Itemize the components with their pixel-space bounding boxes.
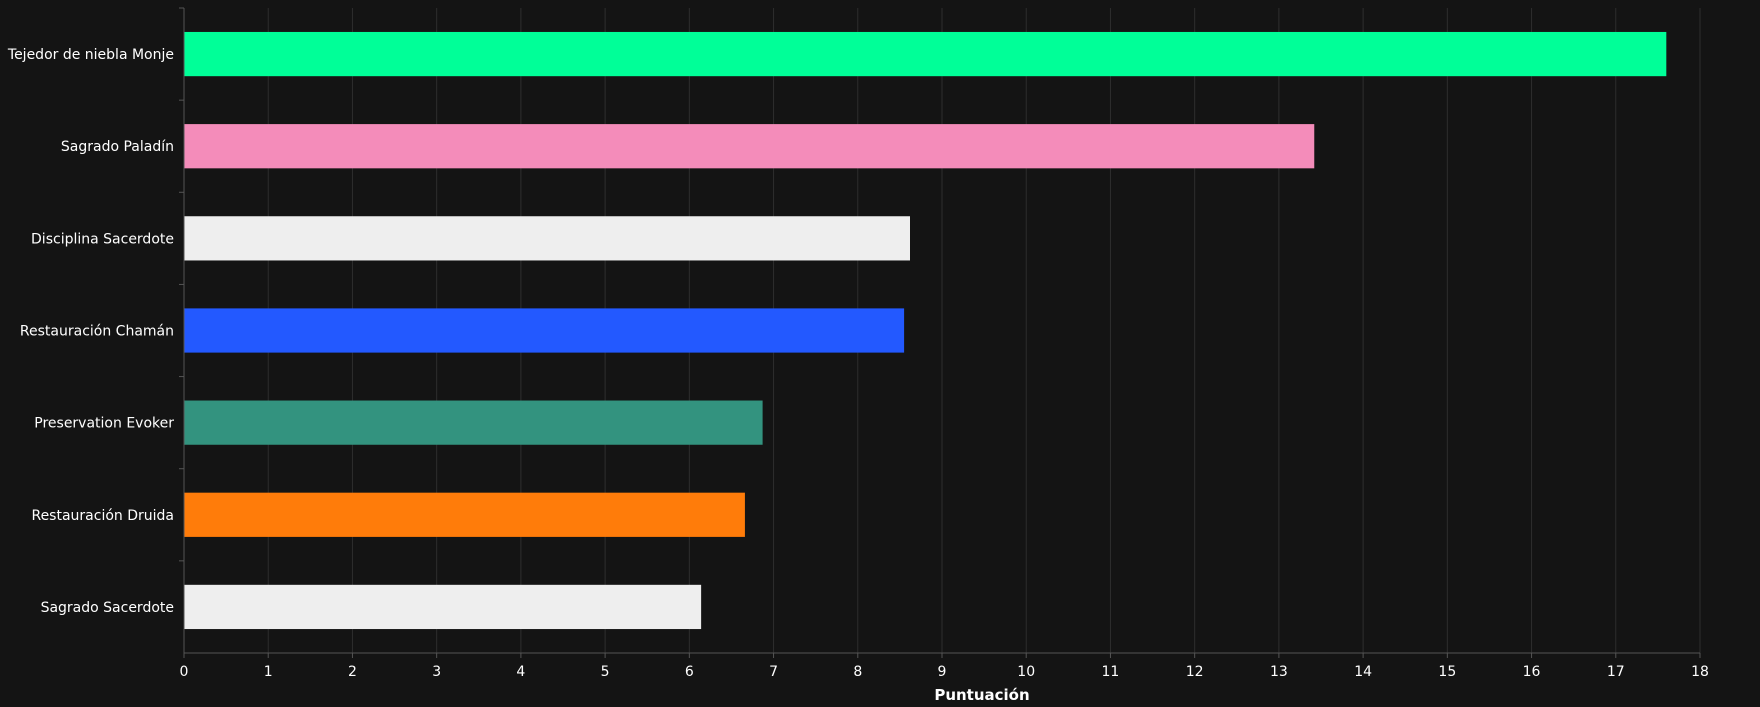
bar (184, 216, 910, 261)
x-tick-label: 6 (685, 664, 694, 680)
x-tick-label: 15 (1438, 664, 1456, 680)
bars (184, 31, 1667, 630)
bar (184, 124, 1315, 169)
axes (179, 7, 1701, 658)
x-tick-label: 16 (1523, 664, 1541, 680)
grid-lines (267, 8, 1701, 653)
category-label: Sagrado Paladín (61, 139, 174, 155)
x-tick-label: 1 (264, 664, 273, 680)
x-tick-label: 13 (1270, 664, 1288, 680)
bar (184, 31, 1667, 77)
x-axis-title: Puntuación (934, 686, 1029, 704)
category-label: Restauración Druida (31, 508, 174, 524)
x-tick-label: 8 (853, 664, 862, 680)
x-tick-label: 11 (1102, 664, 1120, 680)
category-label: Tejedor de niebla Monje (7, 47, 174, 63)
bar (184, 584, 702, 630)
x-tick-label: 7 (769, 664, 778, 680)
x-tick-label: 4 (516, 664, 525, 680)
x-tick-labels: 0 1 2 3 4 5 6 7 8 9 10 11 12 13 14 15 16 17 18 (180, 664, 1709, 680)
category-label: Disciplina Sacerdote (31, 231, 174, 247)
category-label: Restauración Chamán (20, 324, 174, 340)
x-tick-label: 9 (938, 664, 947, 680)
x-tick-label: 3 (432, 664, 441, 680)
x-tick-label: 2 (348, 664, 357, 680)
bar (184, 308, 905, 353)
category-label: Preservation Evoker (34, 416, 174, 432)
bar (184, 400, 763, 445)
x-tick-label: 5 (601, 664, 610, 680)
x-tick-label: 0 (180, 664, 189, 680)
x-tick-label: 18 (1691, 664, 1709, 680)
bar (184, 492, 745, 537)
x-tick-label: 14 (1354, 664, 1372, 680)
x-tick-label: 12 (1186, 664, 1204, 680)
x-tick-label: 10 (1017, 664, 1035, 680)
x-tick-label: 17 (1607, 664, 1625, 680)
category-labels: Tejedor de niebla Monje Sagrado Paladín Di… (7, 47, 174, 616)
category-label: Sagrado Sacerdote (41, 600, 174, 616)
